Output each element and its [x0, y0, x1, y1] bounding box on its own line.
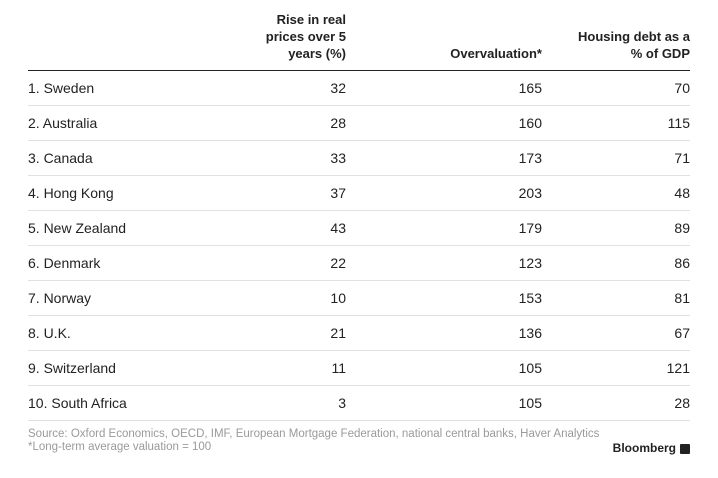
column-header-housing-debt: Housing debt as a % of GDP [578, 29, 690, 61]
rise-cell: 33 [330, 150, 346, 166]
country-cell: 9. Switzerland [28, 360, 116, 376]
overvaluation-cell: 203 [518, 185, 542, 201]
overvaluation-cell: 136 [518, 325, 542, 341]
rise-cell: 10 [330, 290, 346, 306]
rise-cell: 37 [330, 185, 346, 201]
footnote: *Long-term average valuation = 100 [28, 441, 212, 453]
country-cell: 3. Canada [28, 150, 93, 166]
housing-debt-cell: 70 [674, 80, 690, 96]
housing-debt-cell: 115 [667, 115, 690, 131]
country-cell: 7. Norway [28, 290, 92, 306]
rise-cell: 22 [330, 255, 346, 271]
column-header-rise: Rise in real prices over 5 years (%) [265, 12, 346, 61]
table-row: 4. Hong Kong 37 203 48 [28, 176, 690, 211]
overvaluation-cell: 173 [518, 150, 542, 166]
rise-cell: 11 [331, 360, 346, 376]
table-row: 2. Australia 28 160 115 [28, 106, 690, 141]
source-note: Source: Oxford Economics, OECD, IMF, Eur… [28, 428, 600, 440]
table-row: 6. Denmark 22 123 86 [28, 246, 690, 281]
footer: Source: Oxford Economics, OECD, IMF, Eur… [28, 428, 690, 455]
table-row: 1. Sweden 32 165 70 [28, 71, 690, 106]
housing-debt-cell: 71 [674, 150, 690, 166]
housing-debt-cell: 121 [666, 360, 690, 376]
housing-debt-cell: 48 [674, 185, 690, 201]
country-cell: 5. New Zealand [28, 220, 127, 236]
rise-cell: 43 [330, 220, 346, 236]
overvaluation-cell: 105 [518, 395, 542, 411]
housing-debt-cell: 67 [674, 325, 690, 341]
country-cell: 6. Denmark [28, 255, 101, 271]
table-body: 1. Sweden 32 165 70 2. Australia 28 160 115 3. C… [28, 71, 690, 421]
overvaluation-cell: 105 [518, 360, 542, 376]
housing-debt-cell: 28 [674, 395, 690, 411]
table-row: 10. South Africa 3 105 28 [28, 386, 690, 421]
table-row: 8. U.K. 21 136 67 [28, 316, 690, 351]
table-row: 9. Switzerland 11 105 121 [28, 351, 690, 386]
data-table: Rise in real prices over 5 years (%) Ove… [28, 0, 690, 421]
rise-cell: 3 [338, 395, 346, 411]
table-row: 3. Canada 33 173 71 [28, 141, 690, 176]
country-cell: 2. Australia [28, 115, 98, 131]
overvaluation-cell: 165 [518, 80, 542, 96]
housing-debt-cell: 86 [674, 255, 690, 271]
housing-debt-cell: 81 [674, 290, 690, 306]
housing-debt-cell: 89 [674, 220, 690, 236]
rise-cell: 21 [330, 325, 346, 341]
country-cell: 1. Sweden [28, 80, 95, 96]
brand-logo: Bloomberg [613, 442, 690, 455]
brand-name: Bloomberg [612, 441, 676, 455]
rise-cell: 32 [330, 80, 346, 96]
overvaluation-cell: 179 [518, 220, 542, 236]
overvaluation-cell: 153 [518, 290, 542, 306]
table-row: 5. New Zealand 43 179 89 [28, 211, 690, 246]
table-row: 7. Norway 10 153 81 [28, 281, 690, 316]
table-header: Rise in real prices over 5 years (%) Ove… [28, 0, 690, 71]
country-cell: 4. Hong Kong [28, 185, 114, 201]
bloomberg-icon [680, 443, 690, 454]
overvaluation-cell: 160 [518, 115, 542, 131]
country-cell: 8. U.K. [28, 325, 71, 341]
country-cell: 10. South Africa [28, 395, 127, 411]
overvaluation-cell: 123 [518, 255, 542, 271]
rise-cell: 28 [330, 115, 346, 131]
column-header-overvaluation: Overvaluation* [450, 46, 542, 61]
